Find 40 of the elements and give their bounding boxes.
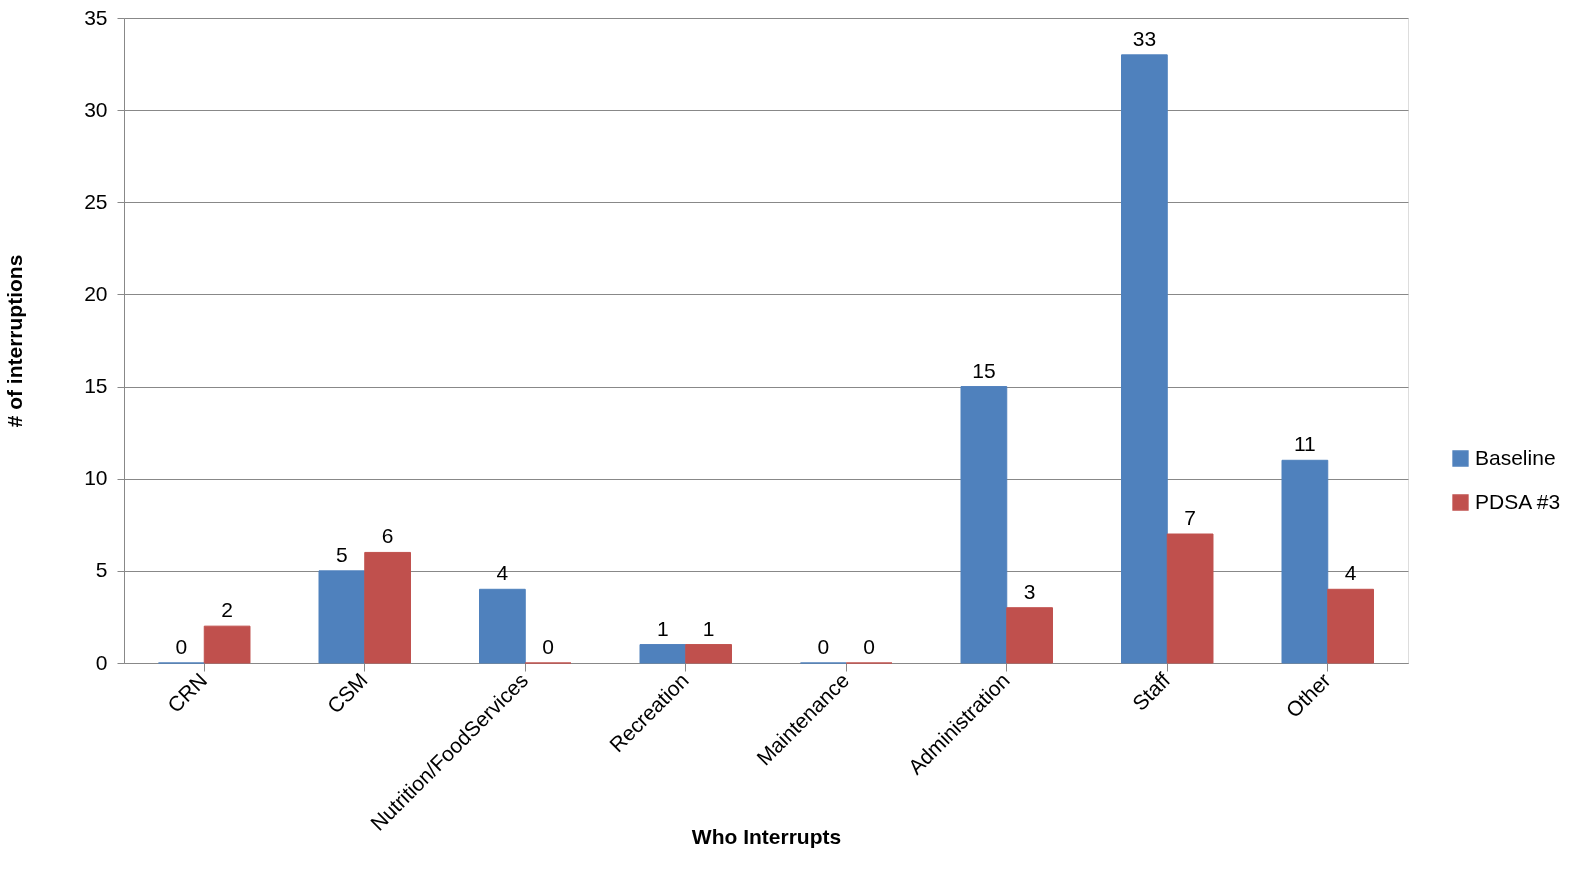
data-label: 4	[496, 561, 509, 585]
bar	[639, 644, 687, 664]
data-label: 4	[1344, 561, 1357, 585]
data-label: 0	[542, 635, 554, 658]
data-label: 7	[1184, 506, 1196, 529]
bar	[1121, 54, 1168, 664]
data-label: 2	[221, 598, 233, 622]
y-axis-title: # of interruptions	[3, 254, 27, 428]
y-tick-label: 35	[84, 5, 108, 29]
bar	[479, 588, 526, 664]
data-label: 1	[702, 616, 715, 640]
legend-label: PDSA #3	[1475, 489, 1561, 513]
bar	[685, 644, 732, 664]
y-tick-label: 0	[95, 650, 108, 674]
data-label: 0	[817, 635, 830, 658]
data-label: 1	[657, 616, 669, 640]
y-tick-label: 10	[84, 466, 108, 490]
y-tick-label: 15	[84, 374, 108, 398]
y-tick-label: 5	[95, 558, 108, 582]
data-label: 3	[1023, 579, 1036, 603]
data-label: 33	[1132, 26, 1157, 50]
bar	[1327, 588, 1374, 664]
bar	[960, 386, 1008, 664]
data-label: 11	[1293, 432, 1316, 456]
data-label: 0	[175, 635, 188, 658]
bar	[1281, 459, 1329, 664]
y-tick-label: 30	[84, 97, 108, 121]
bar	[1166, 533, 1214, 664]
bar	[364, 551, 411, 664]
bar	[318, 570, 366, 664]
data-label: 0	[863, 635, 875, 658]
bar	[1006, 607, 1053, 664]
bar	[203, 625, 251, 664]
y-tick-label: 25	[84, 189, 108, 213]
data-label: 15	[972, 358, 996, 382]
y-tick-label: 20	[84, 281, 108, 305]
data-label: 5	[336, 542, 348, 566]
x-axis-title: Who Interrupts	[691, 824, 842, 848]
legend-label: Baseline	[1475, 445, 1556, 469]
data-label: 6	[381, 524, 394, 548]
